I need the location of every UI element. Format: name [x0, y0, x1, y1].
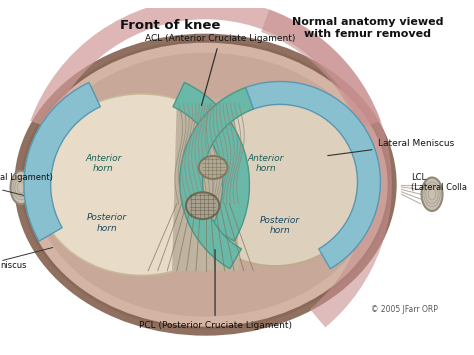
Ellipse shape: [10, 171, 32, 204]
Wedge shape: [30, 0, 381, 128]
Ellipse shape: [186, 192, 219, 219]
Ellipse shape: [36, 94, 246, 275]
Text: LCL
(Lateral Colla: LCL (Lateral Colla: [411, 173, 467, 192]
Wedge shape: [173, 82, 249, 241]
Text: Lateral Meniscus: Lateral Meniscus: [328, 140, 454, 155]
Text: © 2005 JFarr ORP: © 2005 JFarr ORP: [371, 305, 438, 314]
Ellipse shape: [34, 53, 378, 317]
Text: Normal anatomy viewed
with femur removed: Normal anatomy viewed with femur removed: [292, 17, 444, 39]
Ellipse shape: [421, 178, 443, 211]
Polygon shape: [172, 99, 239, 271]
Text: Anterior
horn: Anterior horn: [85, 154, 121, 173]
Text: Posterior
horn: Posterior horn: [87, 213, 127, 233]
Ellipse shape: [184, 98, 366, 266]
Text: niscus: niscus: [0, 261, 27, 271]
Text: PCL (Posterior Cruciate Ligament): PCL (Posterior Cruciate Ligament): [138, 250, 292, 330]
Text: al Ligament): al Ligament): [0, 174, 53, 182]
Text: Front of knee: Front of knee: [120, 19, 220, 32]
Wedge shape: [261, 10, 392, 327]
Wedge shape: [246, 81, 381, 269]
Ellipse shape: [14, 34, 397, 336]
Ellipse shape: [199, 156, 228, 179]
Ellipse shape: [22, 41, 389, 328]
Wedge shape: [24, 82, 100, 241]
Wedge shape: [180, 87, 254, 269]
Text: Anterior
horn: Anterior horn: [247, 154, 284, 173]
Text: Posterior
horn: Posterior horn: [260, 216, 300, 235]
Text: ACL (Anterior Cruciate Ligament): ACL (Anterior Cruciate Ligament): [145, 34, 295, 105]
